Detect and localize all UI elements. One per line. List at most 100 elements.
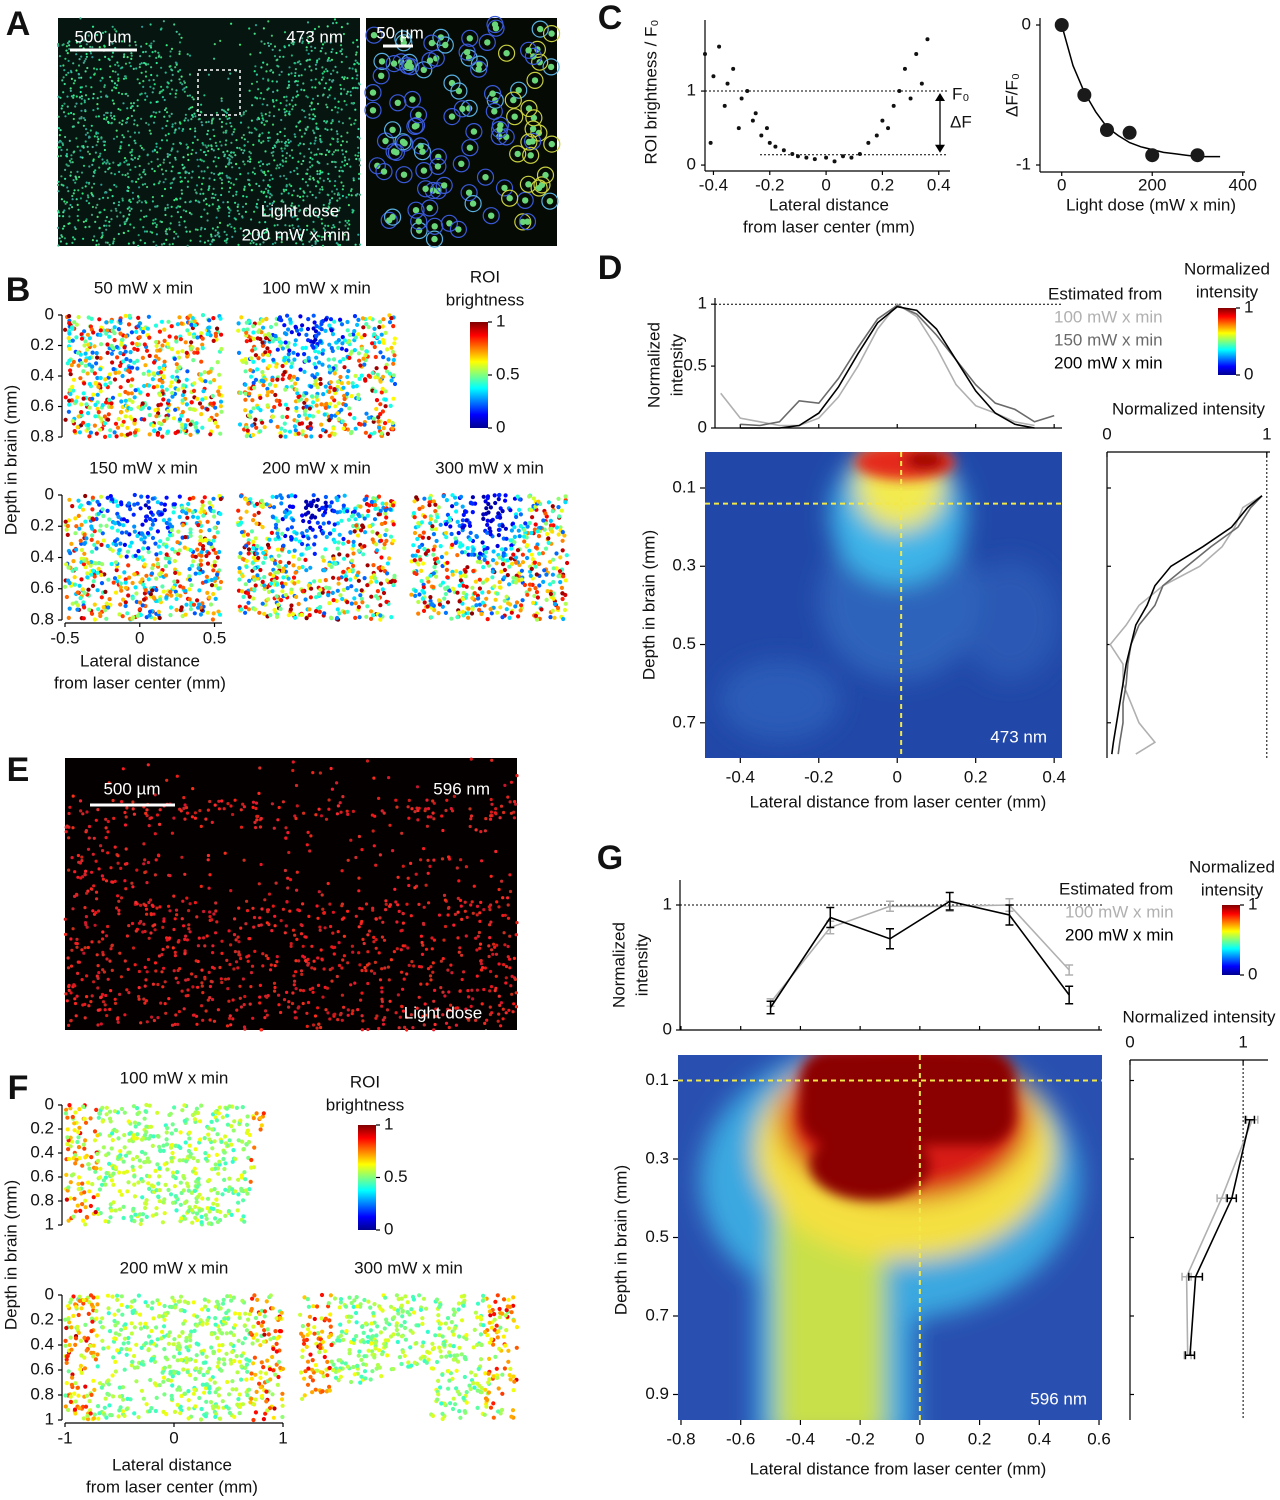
cell [374, 961, 377, 964]
heatmap-d [705, 440, 1062, 758]
cell [101, 849, 104, 852]
roi-dot [392, 373, 396, 377]
cell [407, 805, 410, 808]
cell [153, 241, 155, 243]
cell [264, 43, 266, 45]
cell [349, 166, 351, 168]
cell [144, 230, 146, 232]
cell [190, 118, 192, 120]
roi-dot [388, 372, 392, 376]
roi-dot [138, 607, 142, 611]
cell [110, 115, 112, 117]
roi-dot [341, 419, 345, 423]
roi-dot [126, 369, 130, 373]
cell [181, 83, 183, 85]
roi-dot [306, 327, 310, 331]
cell [60, 149, 62, 151]
cell [145, 215, 147, 217]
cell [167, 905, 170, 908]
cell [346, 961, 349, 964]
roi-dot [114, 499, 118, 503]
cell [156, 151, 158, 153]
cell [225, 123, 227, 125]
cell [79, 117, 81, 119]
cell [200, 149, 202, 151]
cell [109, 76, 111, 78]
cell [215, 165, 217, 167]
cell [281, 71, 283, 73]
roi-dot [212, 378, 216, 382]
roi-dot [141, 546, 145, 550]
cell [110, 112, 112, 114]
roi-dot [319, 423, 323, 427]
cell [179, 123, 181, 125]
cell [148, 79, 150, 81]
cell [303, 89, 305, 91]
cell [77, 854, 80, 857]
cell [239, 173, 241, 175]
cell [290, 171, 292, 173]
cell [172, 817, 175, 820]
roi-dot [93, 424, 97, 428]
roi-dot [158, 597, 162, 601]
cell [236, 147, 238, 149]
roi-dot [383, 421, 387, 425]
roi-dot [337, 338, 341, 342]
cell [166, 44, 168, 46]
cell [291, 54, 293, 56]
cell [341, 1019, 344, 1022]
cell [117, 108, 119, 110]
cell [232, 195, 234, 197]
roi-dot [377, 340, 381, 344]
cell [341, 53, 343, 55]
cell [194, 130, 196, 132]
cell [156, 146, 158, 148]
roi-dot [241, 360, 245, 364]
cell [171, 206, 173, 208]
cell [61, 107, 63, 109]
roi-dot [283, 370, 287, 374]
cell [480, 859, 483, 862]
cell [253, 950, 256, 953]
cell [497, 1013, 500, 1016]
cell [213, 135, 215, 137]
cell [150, 74, 152, 76]
cell [110, 172, 112, 174]
cell [498, 962, 501, 965]
cell [115, 210, 117, 212]
cell [333, 1013, 336, 1016]
roi-dot [125, 519, 129, 523]
roi-dot [191, 515, 195, 519]
cell [108, 225, 110, 227]
cell [334, 180, 336, 182]
cell [101, 158, 103, 160]
cell [476, 975, 479, 978]
roi-dot [367, 325, 371, 329]
cell [197, 944, 200, 947]
cell [267, 184, 269, 186]
roi-dot [153, 408, 157, 412]
cell [140, 45, 142, 47]
cell [125, 847, 128, 850]
cell [233, 917, 236, 920]
roi-dot [93, 603, 97, 607]
cell [88, 226, 90, 228]
cell [95, 891, 98, 894]
cell [476, 905, 479, 908]
roi-dot [67, 314, 71, 318]
cell [220, 144, 222, 146]
cell [253, 211, 255, 213]
roi-dot [88, 356, 92, 360]
cell [499, 1024, 502, 1027]
cell [154, 170, 156, 172]
roi-dot [288, 374, 292, 378]
cell [246, 196, 248, 198]
cell [466, 190, 472, 196]
cell [198, 809, 201, 812]
cell [197, 229, 199, 231]
cell [263, 1016, 266, 1019]
roi-dot [361, 325, 365, 329]
roi-dot [103, 414, 107, 418]
cell [113, 184, 115, 186]
roi-dot [341, 386, 345, 390]
